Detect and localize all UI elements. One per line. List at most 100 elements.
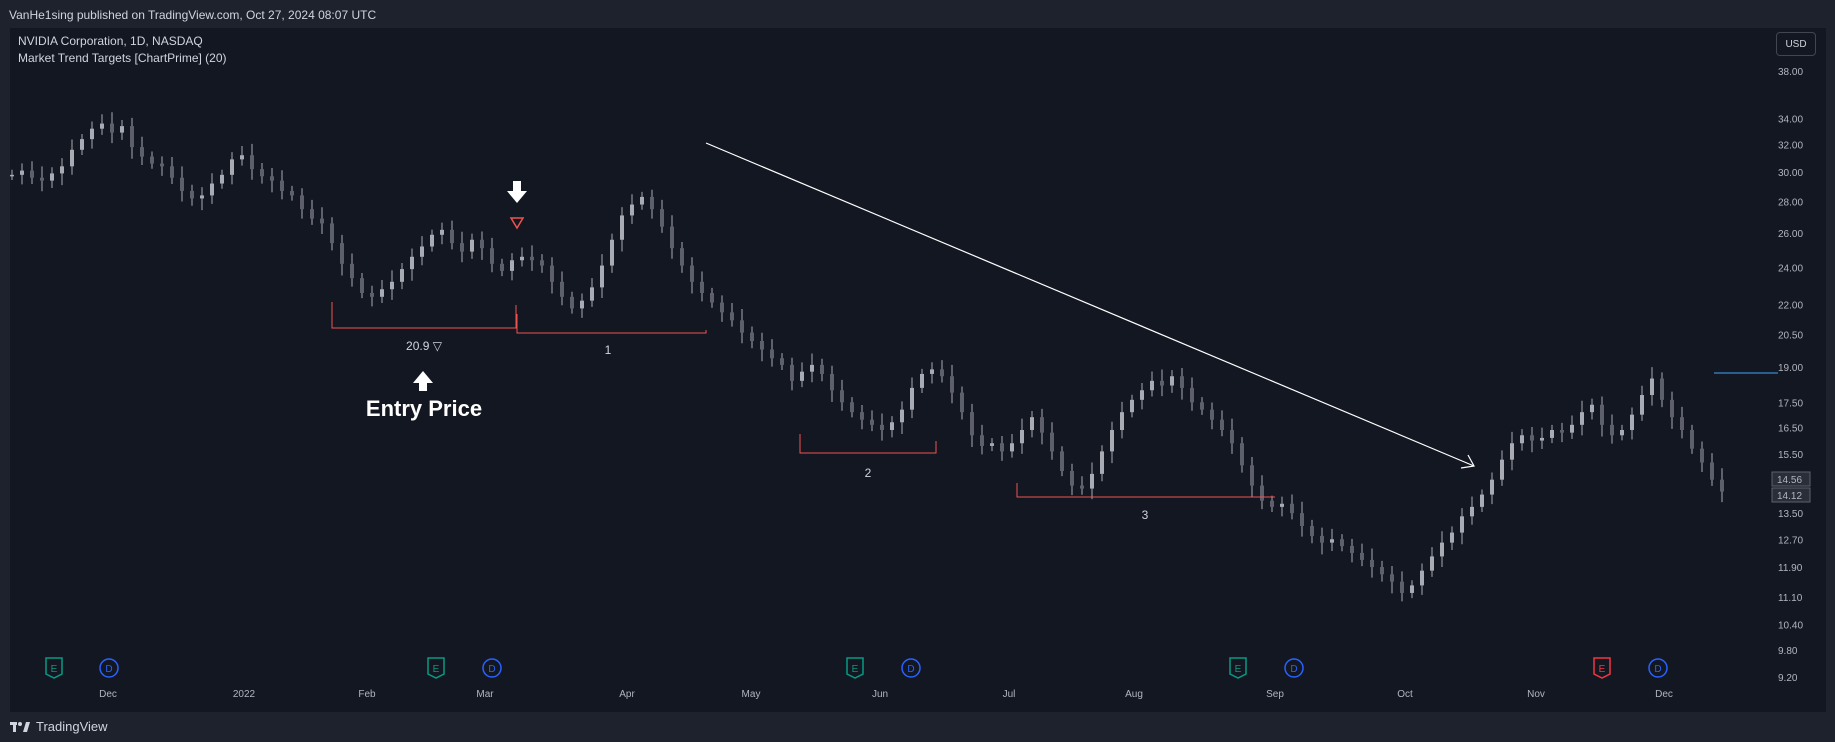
trend-line-arrowhead — [1460, 454, 1475, 469]
candle-body-69 — [700, 281, 704, 294]
candle-body-48 — [490, 248, 494, 264]
candles-layer — [10, 112, 1724, 602]
candle-body-54 — [550, 265, 554, 282]
candle-body-77 — [780, 358, 784, 365]
candle-body-145 — [1460, 516, 1464, 533]
candle-body-41 — [420, 246, 424, 257]
candle-body-88 — [890, 422, 894, 431]
candle-body-146 — [1470, 506, 1474, 517]
candle-body-22 — [230, 159, 234, 175]
y-tick-label-7: 22.00 — [1778, 301, 1803, 312]
candle-body-130 — [1310, 526, 1314, 536]
x-tick-label-4: Apr — [619, 689, 635, 700]
candle-body-36 — [370, 293, 374, 297]
candle-body-171 — [1720, 479, 1724, 492]
candle-body-155 — [1560, 430, 1564, 433]
earnings-event-icon-4 — [846, 657, 864, 679]
candle-body-139 — [1400, 581, 1404, 593]
candle-body-71 — [720, 302, 724, 313]
candle-body-70 — [710, 293, 714, 303]
x-tick-label-11: Nov — [1527, 689, 1545, 700]
published-text: VanHe1sing published on TradingView.com,… — [9, 8, 377, 22]
candle-body-72 — [730, 312, 734, 321]
tradingview-brand[interactable]: TradingView — [10, 719, 108, 734]
y-tick-label-8: 20.50 — [1778, 331, 1803, 342]
candle-body-151 — [1520, 435, 1524, 444]
candle-body-115 — [1160, 380, 1164, 386]
y-tick-label-5: 26.00 — [1778, 229, 1803, 240]
x-tick-label-12: Dec — [1655, 689, 1673, 700]
candle-body-5 — [60, 166, 64, 174]
candle-body-78 — [790, 364, 794, 381]
y-tick-label-10: 17.50 — [1778, 398, 1803, 409]
price-label-box-1 — [1771, 487, 1811, 503]
event-label-6: E — [1235, 664, 1242, 675]
candle-body-57 — [580, 300, 584, 309]
chart-area[interactable] — [10, 28, 1826, 712]
candle-body-18 — [190, 190, 194, 199]
candle-body-1 — [20, 170, 24, 175]
candle-body-74 — [750, 332, 754, 341]
target-label-3: 3 — [1142, 508, 1149, 522]
indicator-legend[interactable]: Market Trend Targets [ChartPrime] (20) — [18, 51, 227, 65]
candle-body-119 — [1200, 402, 1204, 410]
candle-body-6 — [70, 149, 74, 167]
candle-body-62 — [630, 204, 634, 216]
candle-body-24 — [250, 155, 254, 170]
dividend-event-icon-1 — [99, 658, 119, 678]
event-label-2: E — [433, 664, 440, 675]
candle-body-102 — [1030, 417, 1034, 431]
candle-body-117 — [1180, 376, 1184, 388]
candle-body-28 — [290, 190, 294, 196]
price-label-0: 14.56 — [1777, 475, 1802, 486]
candle-body-147 — [1480, 494, 1484, 507]
candle-body-63 — [640, 196, 644, 205]
candle-body-58 — [590, 287, 594, 301]
symbol-legend[interactable]: NVIDIA Corporation, 1D, NASDAQ — [18, 34, 203, 48]
x-tick-label-10: Oct — [1397, 689, 1413, 700]
candle-body-156 — [1570, 424, 1574, 433]
candle-body-4 — [50, 173, 54, 181]
candle-body-25 — [260, 169, 264, 177]
y-tick-label-4: 28.00 — [1778, 197, 1803, 208]
candle-body-141 — [1420, 570, 1424, 586]
candle-body-17 — [180, 177, 184, 191]
y-tick-label-1: 34.00 — [1778, 115, 1803, 126]
candle-body-53 — [540, 260, 544, 266]
candle-body-12 — [130, 126, 134, 148]
y-tick-label-20: 9.20 — [1778, 673, 1798, 684]
candle-body-79 — [800, 371, 804, 381]
candle-body-65 — [660, 209, 664, 227]
candle-body-39 — [400, 269, 404, 282]
candle-body-168 — [1690, 430, 1694, 449]
currency-button[interactable]: USD — [1776, 32, 1816, 56]
x-tick-label-1: 2022 — [233, 689, 256, 700]
y-tick-label-2: 32.00 — [1778, 140, 1803, 151]
entry-price-text: Entry Price — [366, 396, 482, 421]
candle-body-15 — [160, 163, 164, 167]
y-tick-label-17: 11.10 — [1778, 593, 1803, 604]
candle-body-96 — [970, 412, 974, 436]
earnings-event-icon-0 — [45, 657, 63, 679]
candle-body-162 — [1630, 414, 1634, 431]
candle-body-129 — [1300, 513, 1304, 527]
candle-body-131 — [1320, 535, 1324, 543]
candle-body-106 — [1070, 470, 1074, 486]
x-tick-label-6: Jun — [872, 689, 888, 700]
candle-body-33 — [340, 243, 344, 264]
candle-body-153 — [1540, 437, 1544, 441]
target-3-line — [1016, 483, 1275, 498]
candle-body-84 — [850, 402, 854, 413]
candle-body-16 — [170, 166, 174, 178]
candle-body-134 — [1350, 546, 1354, 553]
candle-body-127 — [1280, 503, 1284, 507]
price-label-box-0 — [1771, 471, 1811, 487]
candle-body-120 — [1210, 409, 1214, 420]
candle-body-108 — [1090, 473, 1094, 489]
x-tick-label-2: Feb — [358, 689, 376, 700]
candle-body-87 — [880, 424, 884, 431]
candle-body-66 — [670, 226, 674, 249]
candle-body-2 — [30, 170, 34, 178]
